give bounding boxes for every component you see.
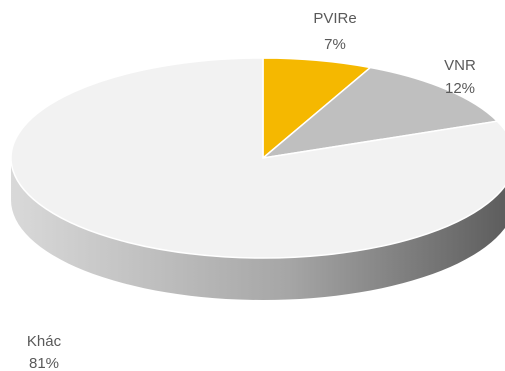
slice-label-pvire: PVIRe <box>313 10 356 27</box>
pie-side-layer <box>11 158 505 300</box>
slice-value-vnr: 12% <box>445 80 475 97</box>
pie-top-layer <box>10 57 505 259</box>
slice-label-khac: Khác <box>27 333 62 350</box>
pie-slice-vnr <box>260 66 499 160</box>
slice-value-pvire: 7% <box>324 36 346 53</box>
pie-slice-kh-c <box>10 57 505 259</box>
pie-side-wall <box>11 158 505 300</box>
slice-value-khac: 81% <box>29 355 59 371</box>
slice-label-vnr: VNR <box>444 57 476 74</box>
pie-label-layer: PVIRe 7% VNR 12% Khác 81% <box>27 10 476 371</box>
pie-slice-pvire <box>262 57 372 160</box>
